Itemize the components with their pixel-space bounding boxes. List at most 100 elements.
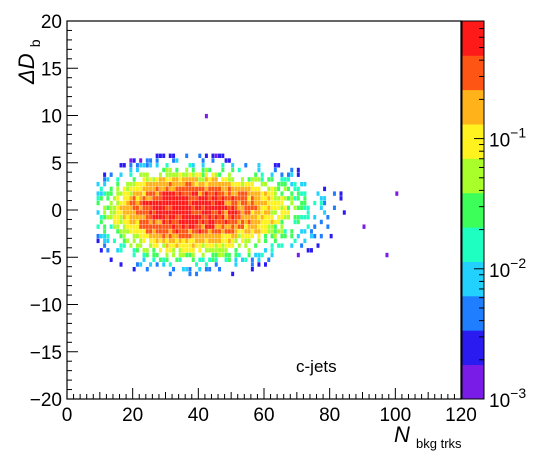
- heatmap-bin: [142, 229, 146, 234]
- heatmap-bin: [254, 229, 258, 234]
- heatmap-bin: [267, 229, 271, 234]
- heatmap-bin: [218, 153, 222, 159]
- heatmap-bin: [201, 252, 205, 258]
- heatmap-bin: [211, 243, 215, 248]
- heatmap-bin: [264, 219, 267, 225]
- heatmap-bin: [270, 252, 274, 258]
- heatmap-bin: [132, 267, 136, 272]
- heatmap-bin: [218, 267, 222, 272]
- heatmap-bin: [264, 229, 267, 234]
- heatmap-bin: [122, 210, 126, 215]
- heatmap-bin: [280, 229, 284, 234]
- heatmap-bin: [175, 205, 179, 210]
- heatmap-bin: [244, 219, 248, 225]
- heatmap-bin: [254, 177, 258, 182]
- heatmap-bin: [227, 210, 231, 215]
- heatmap-bin: [103, 233, 107, 239]
- x-tick-label: 120: [445, 405, 477, 426]
- heatmap-bin: [172, 224, 176, 229]
- heatmap-bin: [116, 186, 120, 192]
- heatmap-bin: [165, 177, 169, 182]
- heatmap-bin: [142, 181, 146, 187]
- heatmap-bin: [241, 205, 244, 210]
- heatmap-bin: [191, 257, 195, 262]
- heatmap-bin: [185, 243, 189, 248]
- heatmap-bin: [188, 238, 192, 244]
- heatmap-bin: [155, 181, 159, 187]
- color-bar-swatch: [462, 364, 484, 400]
- heatmap-bin: [139, 172, 143, 177]
- heatmap-bin: [241, 200, 244, 206]
- heatmap-bin: [158, 191, 162, 196]
- heatmap-bin: [201, 200, 205, 206]
- heatmap-bin: [162, 215, 166, 220]
- heatmap-bin: [227, 229, 231, 234]
- heatmap-bin: [139, 229, 143, 234]
- heatmap-bin: [178, 252, 182, 258]
- y-axis-title: ΔD b: [14, 39, 43, 85]
- heatmap-bin: [168, 181, 172, 187]
- color-bar-swatch: [462, 21, 484, 56]
- heatmap-bin: [277, 186, 281, 192]
- heatmap-bin: [254, 200, 258, 206]
- heatmap-bin: [145, 181, 149, 187]
- heatmap-bin: [195, 210, 199, 215]
- heatmap-bin: [283, 229, 287, 234]
- heatmap-bin: [129, 181, 133, 187]
- heatmap-bin: [257, 200, 261, 206]
- heatmap-bin: [129, 167, 133, 173]
- heatmap-bin: [277, 229, 281, 234]
- heatmap-bin: [227, 177, 231, 182]
- heatmap-bin: [188, 163, 192, 168]
- heatmap-bin: [264, 233, 267, 239]
- heatmap-bin: [191, 205, 195, 210]
- heatmap-bin: [204, 177, 208, 182]
- heatmap-bin: [162, 177, 166, 182]
- heatmap-bin: [257, 205, 261, 210]
- heatmap-bin: [109, 210, 113, 215]
- heatmap-bin: [303, 181, 307, 187]
- heatmap-bin: [122, 205, 126, 210]
- heatmap-bin: [277, 219, 281, 225]
- heatmap-bin: [204, 167, 208, 173]
- heatmap-bin: [201, 191, 205, 196]
- heatmap-bin: [208, 233, 212, 239]
- heatmap-bin: [132, 219, 136, 225]
- heatmap-bin: [201, 229, 205, 234]
- heatmap-bin: [221, 205, 225, 210]
- heatmap-bin: [250, 257, 254, 262]
- heatmap-bin: [129, 243, 133, 248]
- heatmap-bin: [142, 196, 146, 201]
- heatmap-bin: [145, 191, 149, 196]
- heatmap-bin: [149, 238, 153, 244]
- heatmap-bin: [231, 243, 235, 248]
- heatmap-bin: [208, 191, 212, 196]
- heatmap-bin: [96, 196, 100, 201]
- heatmap-bin: [316, 243, 320, 248]
- heatmap-bin: [247, 229, 251, 234]
- heatmap-bin: [309, 248, 313, 253]
- heatmap-bin: [149, 186, 153, 192]
- heatmap-bin: [135, 196, 139, 201]
- heatmap-bin: [181, 252, 185, 258]
- heatmap-bin: [227, 252, 231, 258]
- heatmap-bin: [214, 248, 218, 253]
- heatmap-bin: [286, 215, 290, 220]
- heatmap-bin: [129, 158, 133, 163]
- heatmap-bin: [106, 238, 110, 244]
- heatmap-bin: [139, 243, 143, 248]
- heatmap-bin: [326, 215, 330, 220]
- heatmap-bin: [257, 215, 261, 220]
- heatmap-bin: [273, 163, 277, 168]
- heatmap-bin: [165, 219, 169, 225]
- heatmap-bin: [221, 238, 225, 244]
- heatmap-bin: [237, 191, 241, 196]
- heatmap-bin: [270, 215, 274, 220]
- heatmap-bin: [168, 210, 172, 215]
- heatmap-bin: [247, 219, 251, 225]
- heatmap-bin: [221, 229, 225, 234]
- heatmap-bin: [158, 181, 162, 187]
- heatmap-bin: [296, 205, 300, 210]
- heatmap-bin: [198, 215, 202, 220]
- heatmap-bin: [129, 186, 133, 192]
